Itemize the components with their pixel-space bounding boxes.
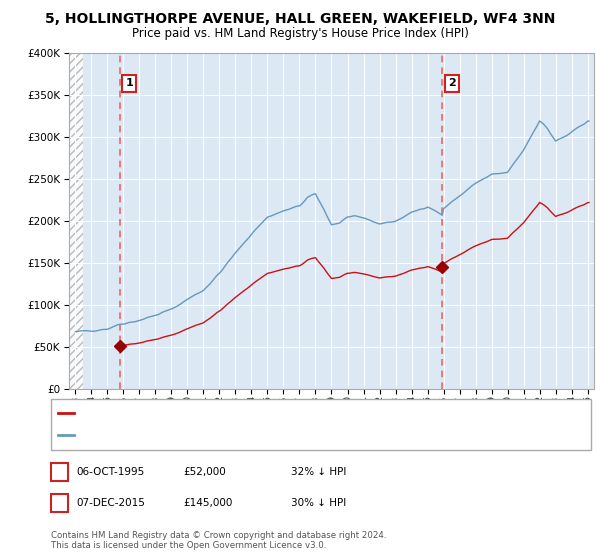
Text: £145,000: £145,000 [183, 498, 232, 508]
Text: Price paid vs. HM Land Registry's House Price Index (HPI): Price paid vs. HM Land Registry's House … [131, 27, 469, 40]
Text: £52,000: £52,000 [183, 467, 226, 477]
Text: 5, HOLLINGTHORPE AVENUE, HALL GREEN, WAKEFIELD, WF4 3NN (detached house): 5, HOLLINGTHORPE AVENUE, HALL GREEN, WAK… [79, 408, 474, 417]
Text: 1: 1 [125, 78, 133, 88]
Text: 2: 2 [55, 496, 64, 510]
Text: HPI: Average price, detached house, Wakefield: HPI: Average price, detached house, Wake… [79, 430, 301, 439]
Text: 06-OCT-1995: 06-OCT-1995 [76, 467, 145, 477]
Bar [69, 53, 83, 389]
Text: 32% ↓ HPI: 32% ↓ HPI [291, 467, 346, 477]
Text: 07-DEC-2015: 07-DEC-2015 [76, 498, 145, 508]
Text: 1: 1 [55, 465, 64, 479]
Text: 5, HOLLINGTHORPE AVENUE, HALL GREEN, WAKEFIELD, WF4 3NN: 5, HOLLINGTHORPE AVENUE, HALL GREEN, WAK… [45, 12, 555, 26]
Text: 30% ↓ HPI: 30% ↓ HPI [291, 498, 346, 508]
Text: Contains HM Land Registry data © Crown copyright and database right 2024.
This d: Contains HM Land Registry data © Crown c… [51, 530, 386, 550]
Text: 2: 2 [448, 78, 456, 88]
